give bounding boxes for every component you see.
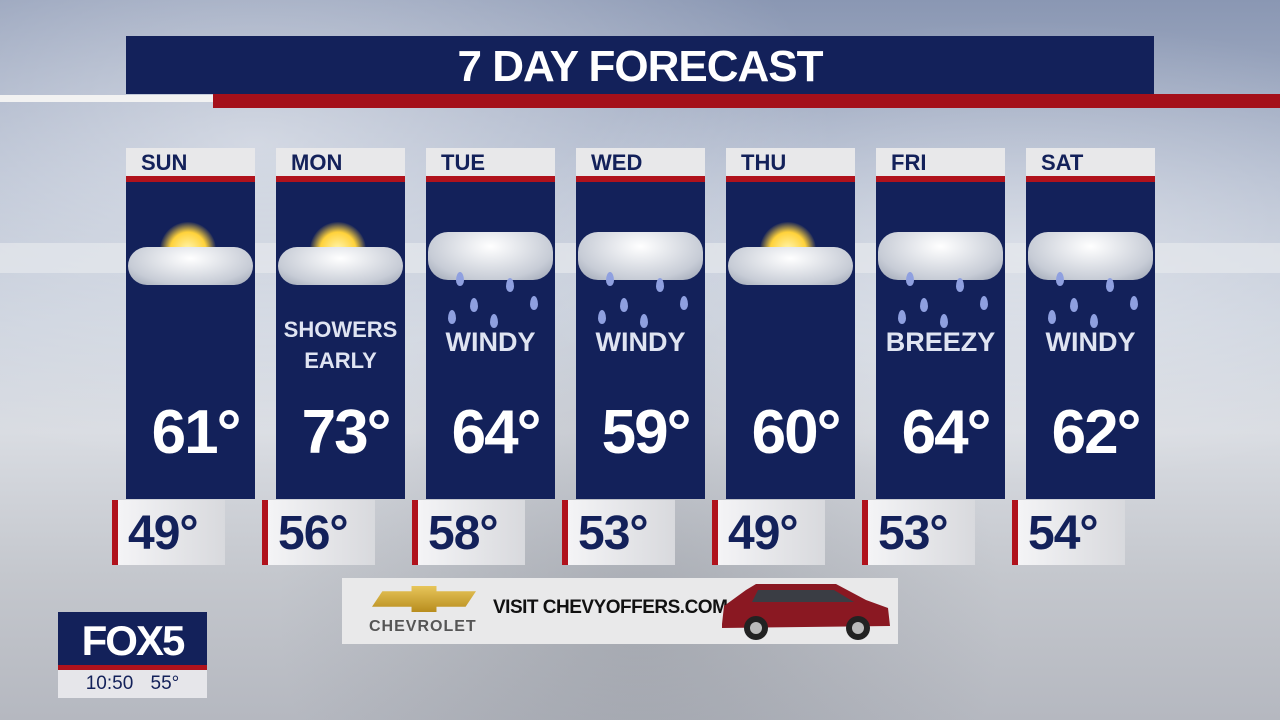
raindrop (530, 296, 538, 310)
low-temp: 49° (712, 500, 825, 565)
raindrop (680, 296, 688, 310)
condition: WINDY (445, 327, 536, 357)
raindrop (506, 278, 514, 292)
fox5-logo: FOX5 (58, 612, 207, 670)
cloud-icon (728, 247, 853, 285)
high-temp: 61° (151, 398, 242, 467)
raindrop (470, 298, 478, 312)
raindrop (940, 314, 948, 328)
raindrop (456, 272, 464, 286)
day-label: TUE (426, 148, 555, 182)
page-title: 7 DAY FORECAST (126, 36, 1154, 94)
chevrolet-ad[interactable]: CHEVROLET VISIT CHEVYOFFERS.COM (342, 578, 898, 644)
low-temp: 53° (862, 500, 975, 565)
low-temp: 53° (562, 500, 675, 565)
day-column: SUN 61° (126, 148, 255, 499)
partly-sunny-icon (120, 202, 260, 322)
partly-sunny-icon (720, 202, 860, 322)
raindrop (980, 296, 988, 310)
low-temp: 56° (262, 500, 375, 565)
high-temp: 62° (1051, 398, 1142, 467)
condition: WINDY (1045, 327, 1136, 357)
raindrop (1070, 298, 1078, 312)
raindrop (1090, 314, 1098, 328)
raindrop (448, 310, 456, 324)
day-label: FRI (876, 148, 1005, 182)
day-label: MON (276, 148, 405, 182)
rain-cloud-icon (870, 202, 1010, 328)
cloud-icon (1028, 232, 1153, 280)
day-column: FRI BREEZY 64° (876, 148, 1005, 499)
raindrop (606, 272, 614, 286)
time: 10:50 (85, 673, 134, 694)
low-temp: 49° (112, 500, 225, 565)
high-temp: 73° (301, 398, 392, 467)
low-temp: 54° (1012, 500, 1125, 565)
partly-sunny-icon (270, 202, 410, 322)
raindrop (620, 298, 628, 312)
rain-cloud-icon (420, 202, 560, 328)
raindrop (640, 314, 648, 328)
cloud-icon (428, 232, 553, 280)
rain-cloud-icon (570, 202, 710, 328)
cloud-icon (128, 247, 253, 285)
raindrop (598, 310, 606, 324)
raindrop (1056, 272, 1064, 286)
divider (0, 95, 213, 102)
cloud-icon (278, 247, 403, 285)
day-label: THU (726, 148, 855, 182)
raindrop (656, 278, 664, 292)
high-temp: 64° (451, 398, 542, 467)
car-image (722, 584, 890, 640)
condition: SHOWERS EARLY (283, 317, 398, 373)
raindrop (1130, 296, 1138, 310)
raindrop (898, 310, 906, 324)
raindrop (490, 314, 498, 328)
day-column: TUE WINDY 64° (426, 148, 555, 499)
day-label: WED (576, 148, 705, 182)
condition: WINDY (595, 327, 686, 357)
station-logo: FOX5 10:50 55° (58, 612, 207, 698)
high-temp: 60° (751, 398, 842, 467)
time-temp: 10:50 55° (58, 670, 207, 698)
red-divider (213, 94, 1280, 108)
day-label: SAT (1026, 148, 1155, 182)
low-temp: 58° (412, 500, 525, 565)
day-column: THU 60° (726, 148, 855, 499)
day-column: WED WINDY 59° (576, 148, 705, 499)
raindrop (1106, 278, 1114, 292)
raindrop (1048, 310, 1056, 324)
day-label: SUN (126, 148, 255, 182)
raindrop (906, 272, 914, 286)
day-column: SAT WINDY 62° (1026, 148, 1155, 499)
raindrop (956, 278, 964, 292)
high-temp: 59° (601, 398, 692, 467)
day-column: MON SHOWERS EARLY 73° (276, 148, 405, 499)
current-temp: 55° (150, 673, 180, 694)
ad-brand: CHEVROLET (369, 618, 477, 635)
rain-cloud-icon (1020, 202, 1160, 328)
cloud-icon (878, 232, 1003, 280)
raindrop (920, 298, 928, 312)
cloud-icon (578, 232, 703, 280)
ad-text: VISIT CHEVYOFFERS.COM (493, 597, 728, 618)
condition: BREEZY (885, 327, 996, 357)
chevrolet-logo (372, 586, 476, 612)
high-temp: 64° (901, 398, 992, 467)
